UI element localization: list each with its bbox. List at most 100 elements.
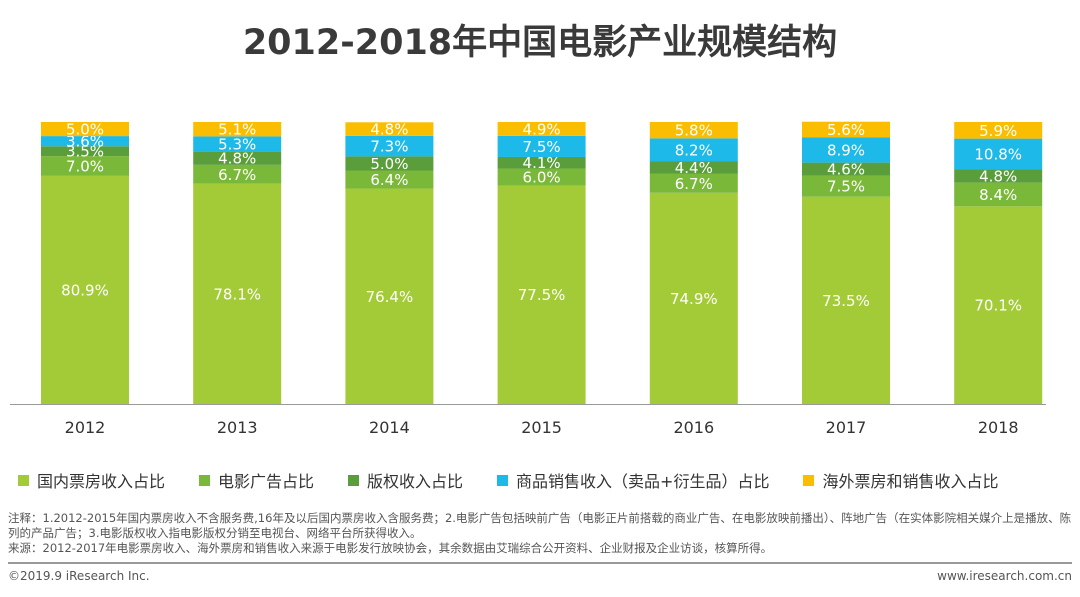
footnotes: 注释：1.2012-2015年国内票房收入不含服务费,16年及以后国内票房收入含… — [8, 511, 1074, 556]
data-label: 6.4% — [370, 171, 408, 189]
data-label: 80.9% — [61, 281, 109, 299]
data-label: 5.3% — [218, 135, 256, 153]
bar-segment — [193, 183, 282, 404]
bar-segment — [649, 122, 738, 139]
bar-segment — [954, 169, 1043, 183]
bar-segment — [497, 168, 586, 186]
x-tick-label: 2014 — [369, 418, 410, 437]
divider — [8, 562, 1072, 564]
data-label: 8.4% — [979, 186, 1017, 204]
x-tick-label: 2012 — [65, 418, 106, 437]
bar-segment — [41, 146, 129, 157]
bar-segment — [193, 136, 282, 152]
data-label: 6.7% — [218, 166, 256, 184]
bar-segment — [802, 137, 890, 163]
legend-item: 版权收入占比 — [348, 468, 463, 492]
bar-segment — [649, 161, 738, 174]
bar-segment — [41, 122, 129, 137]
data-label: 7.0% — [66, 157, 104, 175]
legend-label: 商品销售收入（卖品+衍生品）占比 — [516, 472, 770, 491]
bar-segment — [193, 122, 282, 137]
data-label: 7.5% — [523, 138, 561, 156]
data-label: 4.8% — [370, 121, 408, 139]
data-label: 7.3% — [370, 138, 408, 156]
bar-segment — [193, 164, 282, 184]
data-label: 6.7% — [675, 175, 713, 193]
legend-item: 海外票房和销售收入占比 — [803, 468, 998, 492]
data-label: 5.8% — [675, 122, 713, 140]
bar-segment — [497, 135, 586, 157]
bar-segment — [497, 185, 586, 404]
data-label: 4.8% — [979, 167, 1017, 185]
legend-label: 版权收入占比 — [367, 472, 464, 491]
bar-segment — [802, 162, 890, 176]
bar-segment — [41, 175, 129, 404]
data-label: 5.6% — [827, 121, 865, 139]
data-label: 74.9% — [670, 290, 718, 308]
data-label: 76.4% — [366, 288, 414, 306]
legend-label: 海外票房和销售收入占比 — [822, 472, 999, 491]
bar-segment — [649, 138, 738, 162]
data-label: 3.5% — [66, 143, 104, 161]
data-label: 6.0% — [523, 168, 561, 186]
data-label: 4.9% — [523, 120, 561, 138]
legend-item: 国内票房收入占比 — [18, 468, 165, 492]
bar-segment — [954, 206, 1043, 404]
data-label: 8.2% — [675, 141, 713, 159]
data-label: 3.6% — [66, 133, 104, 151]
data-label: 73.5% — [822, 292, 870, 310]
data-label: 4.1% — [523, 154, 561, 172]
x-tick-label: 2016 — [673, 418, 714, 437]
data-label: 4.6% — [827, 161, 865, 179]
note-text: 注释：1.2012-2015年国内票房收入不含服务费,16年及以后国内票房收入含… — [8, 511, 1072, 540]
data-label: 4.4% — [675, 159, 713, 177]
bar-segment — [345, 156, 434, 171]
website: www.iresearch.com.cn — [937, 569, 1072, 583]
data-label: 5.0% — [370, 155, 408, 173]
data-label: 10.8% — [974, 145, 1022, 163]
legend-swatch — [803, 474, 815, 486]
bar-segment — [497, 156, 586, 169]
copyright: ©2019.9 iResearch Inc. — [8, 569, 150, 583]
legend-label: 电影广告占比 — [218, 472, 315, 491]
legend-item: 电影广告占比 — [199, 468, 314, 492]
data-label: 7.5% — [827, 178, 865, 196]
bar-segment — [802, 175, 890, 197]
bar-segment — [954, 182, 1043, 207]
x-tick-label: 2013 — [217, 418, 258, 437]
bar-segment — [802, 121, 890, 138]
bar-segment — [345, 188, 434, 404]
bar-segment — [41, 156, 129, 176]
legend-label: 国内票房收入占比 — [37, 472, 166, 491]
data-label: 70.1% — [974, 297, 1022, 315]
x-tick-label: 2018 — [978, 418, 1019, 437]
data-label: 4.8% — [218, 150, 256, 168]
bar-segment — [649, 192, 738, 404]
data-label: 5.0% — [66, 121, 104, 139]
bar-segment — [41, 136, 129, 147]
legend: 国内票房收入占比 电影广告占比 版权收入占比 商品销售收入（卖品+衍生品）占比 海外票房… — [18, 468, 1068, 492]
chart-title: 2012-2018年中国电影产业规模结构 — [242, 23, 838, 63]
data-label: 8.9% — [827, 142, 865, 160]
legend-swatch — [18, 474, 29, 486]
bar-segment — [345, 135, 434, 157]
data-label: 78.1% — [213, 285, 261, 303]
stacked-bar-chart: 80.9%7.0%3.5%3.6%5.0%201278.1%6.7%4.8%5.… — [10, 120, 1046, 437]
legend-item: 商品销售收入（卖品+衍生品）占比 — [497, 468, 769, 492]
bar-segment — [497, 122, 586, 136]
bar-segment — [193, 151, 282, 165]
legend-swatch — [497, 474, 509, 486]
bar-segment — [954, 122, 1043, 139]
x-tick-label: 2017 — [826, 418, 867, 437]
bar-segment — [345, 122, 434, 136]
bar-segment — [345, 170, 434, 189]
data-label: 77.5% — [518, 286, 566, 304]
legend-swatch — [199, 474, 211, 486]
source-text: 来源：2012-2017年电影票房收入、海外票房和销售收入来源于电影发行放映协会… — [8, 541, 773, 555]
data-label: 5.9% — [979, 122, 1017, 140]
legend-swatch — [348, 474, 360, 486]
x-tick-label: 2015 — [521, 418, 562, 437]
bar-segment — [954, 138, 1043, 170]
bar-segment — [649, 173, 738, 193]
